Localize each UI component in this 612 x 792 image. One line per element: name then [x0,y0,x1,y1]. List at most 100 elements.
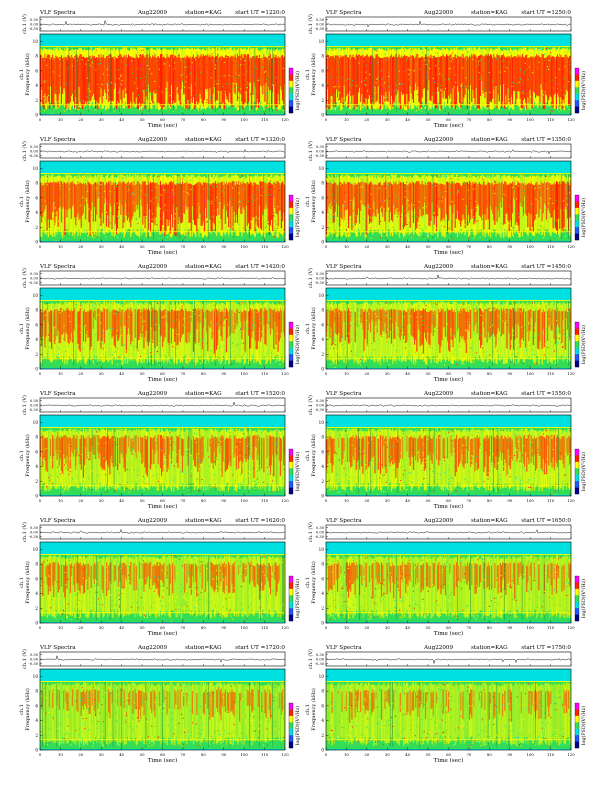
spectrogram-high-cell [95,182,97,222]
spectrogram-speckle [445,110,447,112]
spectrogram-speckle [240,88,242,90]
spectrogram-speckle [171,98,173,100]
spectrogram-speckle [550,53,552,55]
spectrogram-speckle [107,221,109,223]
spectrogram-speckle [562,89,564,91]
spectrogram-speckle [176,182,178,184]
spectrogram-high-cell [62,311,64,335]
spectrogram-high-cell [565,55,568,90]
spectrogram-mid-cell [102,302,104,363]
spectrogram-mid-cell [158,177,161,235]
spectrogram-high-cell [348,182,350,229]
spectrogram-high-cell [220,182,222,220]
spectrogram-high-cell [185,308,187,343]
spectrogram-speckle [56,102,58,104]
spectrogram-speckle [183,86,185,88]
spectrogram-speckle [92,230,94,232]
spectrogram-speckle [136,181,138,183]
spectrogram-speckle [552,87,554,89]
spectrogram-speckle [127,213,129,215]
spectrogram-speckle [66,50,68,52]
time-tick-label: 40 [119,371,124,376]
spectrogram-mid-cell [222,302,224,356]
spectrogram-high-cell [475,56,477,89]
spectrogram-high-cell [442,54,444,99]
spectrogram-mid-cell [172,301,174,358]
spectrogram-speckle [218,107,220,109]
spectrogram-dropout-line [161,47,162,113]
spectrogram-speckle [446,53,448,55]
spectrogram-high-cell [283,311,285,332]
spectrogram-speckle [420,234,422,236]
spectrogram-speckle [495,92,497,94]
spectrogram-high-cell [97,308,99,342]
spectrogram-speckle [266,92,268,94]
spectrogram-high-cell [145,308,147,331]
spectrogram-speckle [258,78,260,80]
spectrogram-speckle [223,324,225,326]
spectrogram-speckle [155,324,157,326]
spectrogram-high-cell [49,57,52,87]
spectrogram-speckle [184,83,186,85]
spectrogram-mid-cell [489,177,492,238]
spectrogram-high-cell [45,309,47,338]
spectrogram-speckle [355,214,357,216]
spectrogram-high-cell [101,181,103,213]
spectrogram-speckle [159,218,161,220]
spectrogram-speckle [76,324,78,326]
spectrogram-speckle [79,305,81,307]
colorbar-swatch [575,201,579,209]
spectrogram-speckle [63,310,65,312]
spectrogram-speckle [332,216,334,218]
spectrogram-high-cell [247,183,250,224]
spectrogram-speckle [357,180,359,182]
spectrogram-high-cell [510,54,513,97]
spectrogram-peak-cell [145,217,147,219]
spectrogram-high-cell [59,57,62,87]
spectrogram-speckle [426,217,428,219]
spectrogram-speckle [343,49,345,51]
spectrogram-peak-cell [76,87,78,89]
time-tick-label: 20 [78,117,83,122]
spectrogram-speckle [248,64,250,66]
spectrogram-high-cell [242,312,244,331]
spectrogram-speckle [144,194,146,196]
spectrogram-speckle [66,106,68,108]
spectrogram-mid-cell [129,302,131,362]
spectrogram-peak-cell [526,90,528,92]
spectrogram-high-cell [344,183,346,211]
spectrogram-high-cell [566,56,569,92]
spectrogram-high-cell [77,311,79,344]
spectrogram-speckle [44,200,46,202]
colorbar-swatch [575,106,579,114]
spectrogram-high-cell [99,181,101,219]
spectrogram-speckle [404,196,406,198]
spectrogram-speckle [238,223,240,225]
spectrogram-speckle [244,188,246,190]
spectrogram-high-cell [157,56,159,103]
spectrogram-speckle [192,189,194,191]
spectrogram-speckle [79,326,81,328]
spectrogram-speckle [429,68,431,70]
spectrogram-speckle [446,212,448,214]
spectrogram-speckle [273,212,275,214]
spectrogram-high-cell [544,183,547,206]
spectrogram-speckle [91,66,93,68]
spectrogram-peak-cell [546,206,548,208]
spectrogram-speckle [402,83,404,85]
spectrogram-high-cell [408,183,410,211]
spectrogram-speckle [460,85,462,87]
spectrogram-speckle [501,207,503,209]
spectrogram-speckle [128,189,130,191]
spectrogram-speckle [211,185,213,187]
spectrogram-speckle [235,73,237,75]
spectrogram-peak-cell [195,189,197,191]
spectrogram-speckle [467,221,469,223]
spectrogram-speckle [511,86,513,88]
spectrogram-high-cell [483,181,485,230]
spectrogram-high-cell [434,183,437,217]
freq-tick-label: 10 [33,39,39,44]
spectrogram-high-cell [178,183,180,218]
spectrogram-speckle [482,91,484,93]
spectrogram-speckle [81,223,83,225]
